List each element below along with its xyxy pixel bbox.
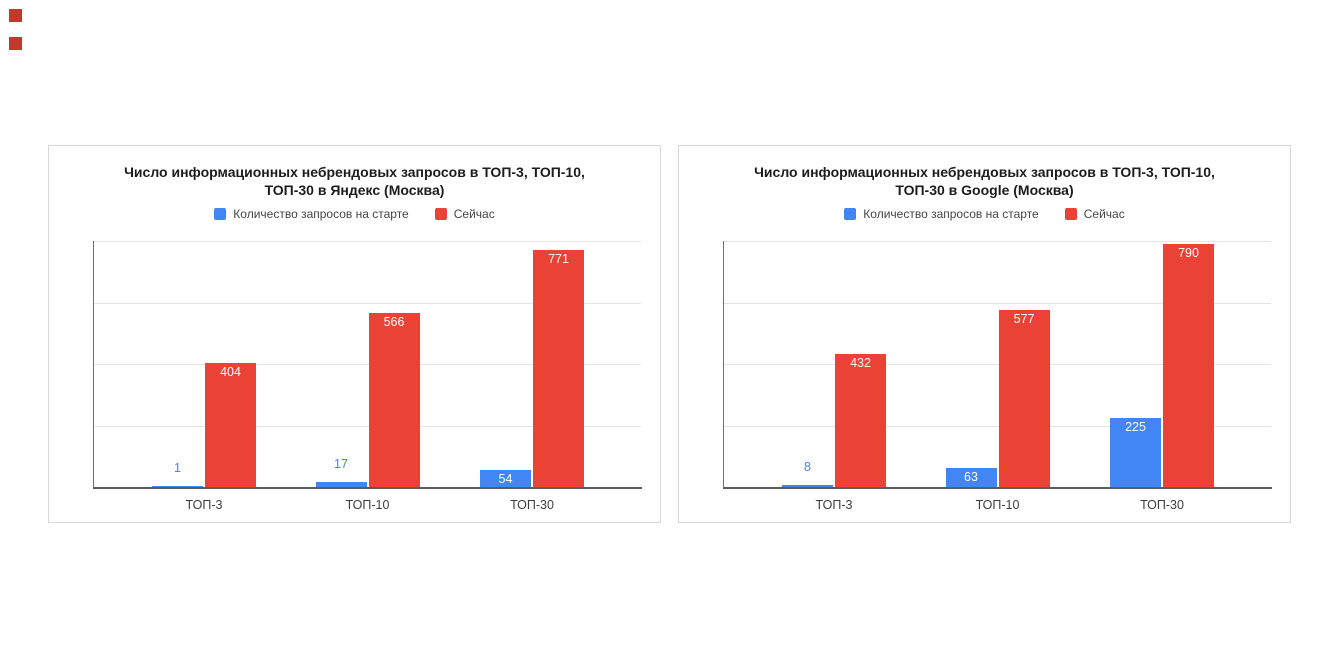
legend-label-start: Количество запросов на старте	[863, 207, 1039, 221]
plot-area: 8 432 ТОП-3 63 577 ТОП-10 225 790 ТОП-30	[723, 241, 1272, 512]
red-square-icon	[9, 9, 22, 22]
chart-card-google: Число информационных небрендовых запросо…	[678, 145, 1291, 523]
gridline	[724, 364, 1271, 365]
x-axis-line	[93, 487, 642, 489]
gridline	[94, 241, 641, 242]
chart-title-line2: ТОП-30 в Яндекс (Москва)	[264, 182, 445, 198]
chart-title-line2: ТОП-30 в Google (Москва)	[895, 182, 1074, 198]
x-axis-label: ТОП-3	[185, 498, 223, 512]
legend-swatch-blue	[214, 208, 227, 220]
bar-value-label: 225	[1125, 420, 1146, 434]
legend-label-now: Сейчас	[453, 207, 495, 221]
x-axis-label: ТОП-30	[510, 498, 554, 512]
plot-area: 1 404 ТОП-3 17 566 ТОП-10 54 771 ТОП-30	[93, 241, 642, 512]
bar-value-label: 8	[804, 460, 811, 474]
gridline	[724, 302, 1271, 304]
legend-label-start: Количество запросов на старте	[233, 207, 409, 221]
legend: Количество запросов на старте Сейчас	[49, 207, 660, 221]
bar-value-label: 790	[1178, 246, 1199, 260]
y-axis-line	[93, 241, 94, 489]
bar-value-label: 1	[174, 461, 181, 475]
bar-value-label: 54	[498, 472, 513, 486]
chart-title: Число информационных небрендовых запросо…	[679, 163, 1290, 199]
bar-now	[205, 363, 256, 487]
bar-now	[1163, 244, 1214, 487]
gridline	[724, 425, 1271, 427]
legend-swatch-blue	[844, 208, 857, 220]
bar-value-label: 63	[964, 470, 978, 484]
x-axis-label: ТОП-3	[815, 498, 853, 512]
bar-start	[315, 482, 367, 487]
bar-value-label: 771	[548, 252, 569, 266]
bar-now	[835, 354, 886, 487]
legend-item-start: Количество запросов на старте	[214, 207, 409, 221]
legend-swatch-red	[1064, 208, 1077, 220]
chart-title: Число информационных небрендовых запросо…	[49, 163, 660, 199]
bar-value-label: 404	[220, 365, 241, 379]
gridline	[94, 364, 641, 365]
gridline	[724, 241, 1271, 242]
bar-start	[782, 485, 833, 487]
x-axis-label: ТОП-10	[975, 498, 1020, 512]
legend-item-now: Сейчас	[1064, 207, 1125, 221]
bar-now	[368, 313, 420, 487]
y-axis-line	[723, 241, 724, 489]
bar-value-label: 17	[334, 457, 348, 471]
legend-item-start: Количество запросов на старте	[844, 207, 1039, 221]
legend: Количество запросов на старте Сейчас	[679, 207, 1290, 221]
red-square-icon	[9, 37, 22, 50]
chart-title-line1: Число информационных небрендовых запросо…	[124, 164, 585, 180]
gridline	[94, 302, 641, 304]
bar-start	[152, 486, 203, 487]
chart-card-yandex: Число информационных небрендовых запросо…	[48, 145, 661, 523]
bar-now	[533, 250, 584, 487]
bar-value-label: 566	[383, 315, 405, 329]
bar-value-label: 577	[1013, 312, 1035, 326]
legend-item-now: Сейчас	[434, 207, 495, 221]
bar-value-label: 432	[850, 356, 871, 370]
x-axis-line	[723, 487, 1272, 489]
legend-label-now: Сейчас	[1083, 207, 1125, 221]
bar-start	[1110, 418, 1161, 487]
bar-now	[998, 310, 1050, 487]
chart-title-line1: Число информационных небрендовых запросо…	[754, 164, 1215, 180]
x-axis-label: ТОП-30	[1140, 498, 1184, 512]
gridline	[94, 425, 641, 427]
bar-start	[480, 470, 531, 487]
bar-start	[945, 468, 997, 487]
legend-swatch-red	[434, 208, 447, 220]
x-axis-label: ТОП-10	[345, 498, 390, 512]
